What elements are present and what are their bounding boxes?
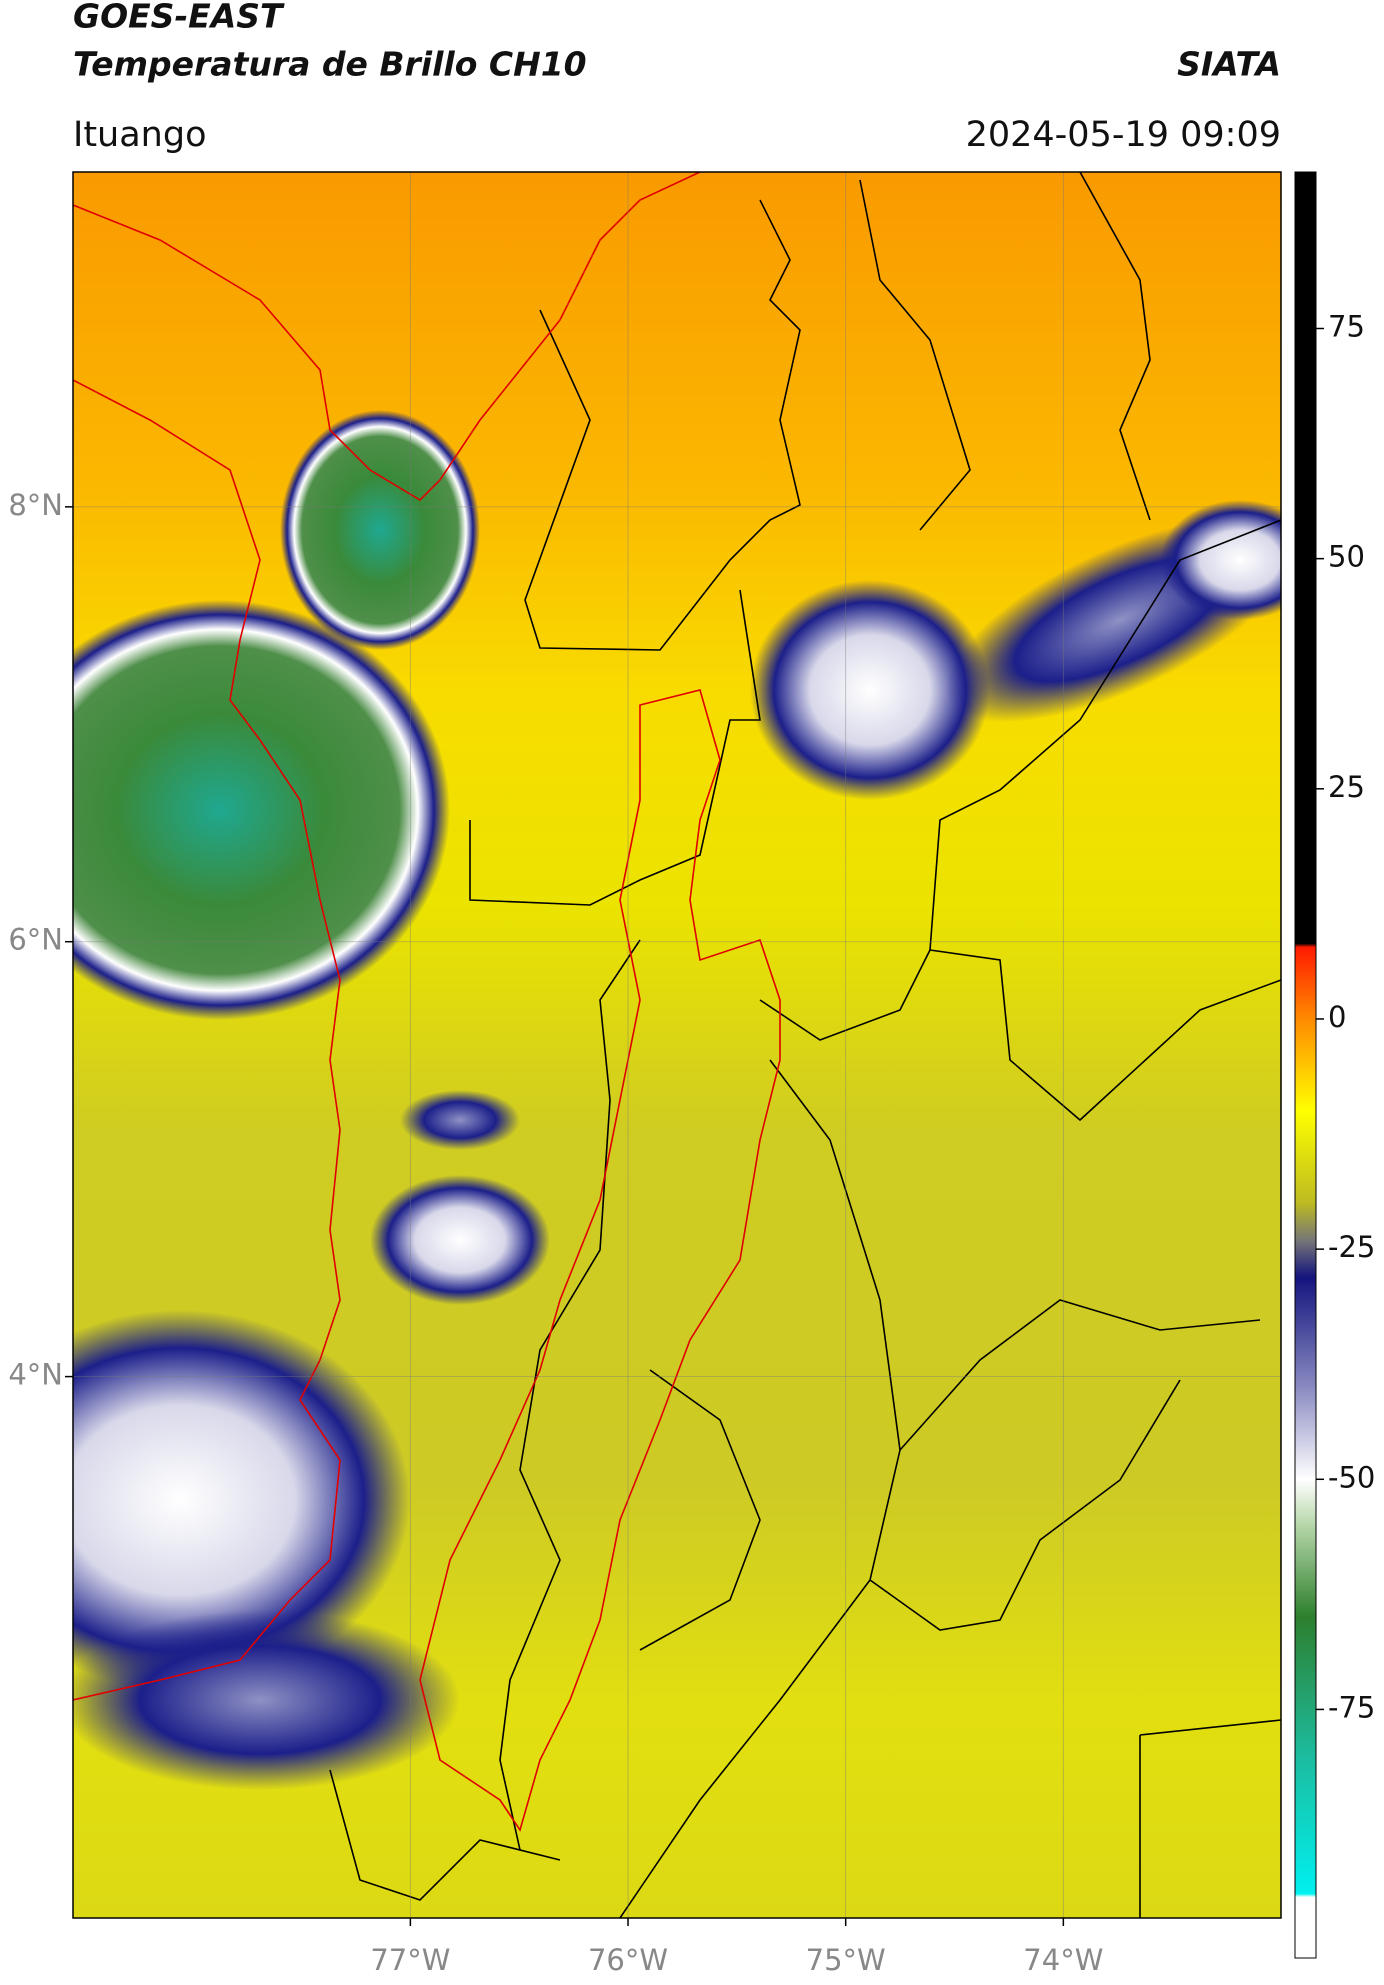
lat-tick-label: 8°N [8,488,63,522]
coast-and-region [73,172,781,1832]
colorbar-tick-label: -50 [1328,1460,1375,1494]
cloud [750,580,990,800]
graticule [73,172,1281,1918]
map-field [73,172,1281,1918]
organization: SIATA [1177,45,1281,84]
title-line1: GOES-EAST [73,0,285,36]
title-line2: Temperatura de Brillo CH10 [73,45,587,84]
cloud [280,410,480,650]
map-frame [72,171,1282,1919]
colorbar-tick-label: 25 [1328,770,1365,804]
lon-tick-label: 77°W [370,1943,450,1977]
lon-tick-label: 76°W [588,1943,668,1977]
cloud [370,1175,550,1305]
colorbar [1294,171,1317,1959]
lon-tick-label: 75°W [806,1943,886,1977]
colorbar-tick-label: 75 [1328,310,1365,344]
cloud [73,600,450,1020]
colorbar-tick-label: 50 [1328,540,1365,574]
datetime: 2024-05-19 09:09 [966,115,1281,155]
cloud [1160,500,1281,620]
lon-tick-label: 74°W [1023,1943,1103,1977]
colorbar-tick-label: -25 [1328,1230,1375,1264]
cloud [400,1090,520,1150]
cloud [73,1610,460,1790]
region: Ituango [73,115,207,155]
borders [329,172,1281,1918]
lat-tick-label: 4°N [8,1358,63,1392]
cloud [73,1310,410,1690]
colorbar-tick-label: -75 [1328,1690,1375,1724]
colorbar-tick-label: 0 [1328,1000,1346,1034]
lat-tick-label: 6°N [8,923,63,957]
